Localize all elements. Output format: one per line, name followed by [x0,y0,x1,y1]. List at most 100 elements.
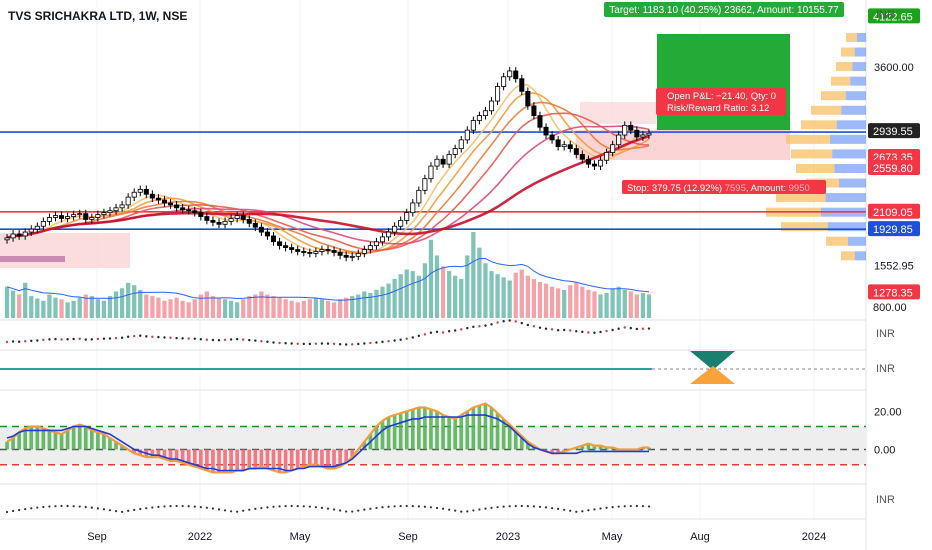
price-badge-6: 1278.35 [873,287,913,299]
osc-signal-line [6,414,649,472]
pane3-dot-33 [205,506,208,509]
osc-bar-85 [519,436,524,450]
stop-label: Stop: 379.75 (12.92%) 7595, Amount: 9950 [627,183,810,194]
osc-bar-0 [5,441,9,450]
candle-body-87 [531,105,537,117]
osc-bar-54 [332,449,336,469]
pane1-dot-106 [647,327,651,330]
vp-bar-down-10 [839,178,866,188]
osc-bar-2 [17,432,21,450]
vp-bar-down-7 [830,134,866,144]
vp-bar-up-8 [791,149,833,159]
pane1-dot-18 [114,336,118,340]
osc-tick-label-1: 0.00 [874,444,895,456]
volume-bar-101 [616,286,621,318]
candle-body-90 [549,134,555,141]
pane3-dot-48 [296,504,299,508]
volume-bar-3 [23,282,28,318]
osc-bar-3 [23,428,28,450]
pane3-dot-24 [151,506,154,509]
candle-body-33 [204,216,210,221]
pane3-dot-21 [133,508,136,511]
candle-body-46 [283,245,289,248]
volume-bar-18 [113,291,119,318]
osc-bar-71 [435,411,439,450]
candle-body-42 [258,226,264,233]
candle-body-77 [470,120,476,131]
pane1-dot-53 [326,342,330,345]
osc-bar-50 [308,449,312,465]
candle-body-29 [180,207,186,211]
volume-bar-35 [216,297,222,318]
pane2-axis-label: INR [876,363,895,375]
osc-bar-66 [404,411,409,450]
pane3-dot-103 [629,504,632,508]
volume-bar-2 [17,294,22,318]
volume-bar-74 [453,275,458,318]
pane1-dot-84 [514,320,517,323]
osc-bar-79 [483,403,488,450]
osc-bar-98 [598,445,603,450]
volume-bar-67 [410,271,415,318]
candle-body-66 [404,212,410,221]
time-axis[interactable]: Sep 2022 May Sep 2023 May Aug 2024 [87,531,826,543]
candle-body-83 [507,70,513,78]
pane1-dot-47 [290,342,293,345]
pane3-dot-84 [514,504,517,508]
candle-body-44 [270,235,277,243]
pane3-dot-55 [339,509,342,512]
pane3-dot-42 [260,506,263,510]
pane3-dot-85 [520,504,523,508]
pane3-dot-23 [145,507,148,510]
vp-bar-down-8 [832,149,866,159]
osc-bar-55 [338,449,342,467]
target-zone-box[interactable] [657,34,790,132]
pane1-dot-34 [211,338,215,342]
candle-body-74 [452,148,458,155]
volume-bar-93 [568,285,573,318]
osc-bar-7 [47,430,52,450]
osc-bar-70 [429,409,433,450]
candle-body-65 [398,220,404,227]
osc-bar-65 [398,413,403,450]
volume-bar-70 [428,239,434,318]
candle-body-86 [525,90,531,107]
candle-body-8 [52,215,58,218]
volume-bar-61 [374,289,379,318]
candle-body-43 [264,231,270,237]
pane3-dot-65 [399,504,402,508]
pane1-dot-93 [569,329,572,332]
candle-body-72 [440,158,446,165]
price-axis[interactable]: 3600.002918.151552.954122.652939.552673.… [868,8,920,506]
volume-bar-9 [59,299,64,318]
pane3-dot-60 [369,507,372,510]
volume-bar-92 [562,289,567,318]
hourglass-marker[interactable] [690,351,735,384]
pane1-dot-70 [429,331,433,334]
pane1-dot-48 [296,342,299,345]
pane3-dot-15 [96,507,99,510]
pane1-dot-90 [550,328,554,331]
pane3-dot-56 [345,510,348,513]
volume-bar-52 [319,299,325,318]
osc-bar-83 [507,424,512,450]
volume-bar-59 [362,291,367,318]
osc-bar-34 [211,449,215,473]
volume-bar-44 [271,296,276,318]
pane1-dot-64 [393,339,396,342]
osc-bar-19 [120,445,124,450]
price-badge-1: 2939.55 [873,126,913,138]
pane1-dot-66 [405,337,408,340]
volume-bar-99 [604,292,609,318]
osc-bar-38 [235,449,239,471]
time-tick-label-6: Aug [690,531,710,543]
stop-zone-upper [580,102,656,124]
volume-bar-40 [247,296,252,318]
pane1-dot-46 [284,342,287,345]
volume-bar-42 [259,291,264,318]
candle-body-35 [216,221,222,225]
vp-bar-up-6 [801,120,837,130]
horizontal-levels[interactable] [0,131,866,230]
volume-bar-8 [53,297,58,318]
volume-bar-78 [477,247,482,318]
